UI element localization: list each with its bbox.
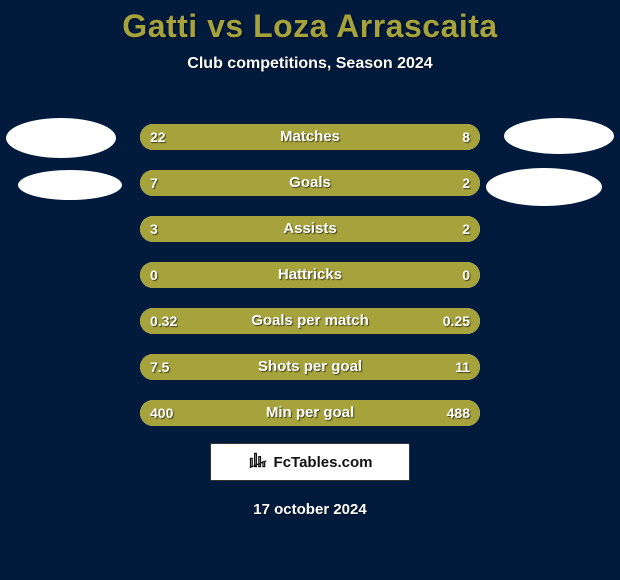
stat-label: Hattricks bbox=[140, 262, 480, 288]
stat-rows: 228Matches 72Goals 32Assists 00Hattricks 0.3… bbox=[140, 124, 480, 446]
date-text: 17 october 2024 bbox=[0, 501, 620, 518]
stat-row: 0.320.25Goals per match bbox=[140, 308, 480, 334]
stat-row: 72Goals bbox=[140, 170, 480, 196]
comparison-card: Gatti vs Loza Arrascaita Club competitio… bbox=[0, 0, 620, 580]
stat-row: 400488Min per goal bbox=[140, 400, 480, 426]
source-text: FcTables.com bbox=[274, 454, 373, 471]
stat-label: Min per goal bbox=[140, 400, 480, 426]
team-left-logo-2 bbox=[18, 170, 122, 200]
page-title: Gatti vs Loza Arrascaita bbox=[0, 0, 620, 45]
team-right-logo-1 bbox=[504, 118, 614, 154]
team-left-logo-1 bbox=[6, 118, 116, 158]
stat-label: Matches bbox=[140, 124, 480, 150]
team-right-logo-2 bbox=[486, 168, 602, 206]
stat-row: 00Hattricks bbox=[140, 262, 480, 288]
bar-chart-icon bbox=[248, 450, 268, 474]
stat-label: Goals bbox=[140, 170, 480, 196]
stat-label: Goals per match bbox=[140, 308, 480, 334]
stat-label: Shots per goal bbox=[140, 354, 480, 380]
source-badge: FcTables.com bbox=[210, 443, 410, 481]
stat-row: 32Assists bbox=[140, 216, 480, 242]
stat-row: 228Matches bbox=[140, 124, 480, 150]
stat-row: 7.511Shots per goal bbox=[140, 354, 480, 380]
subtitle: Club competitions, Season 2024 bbox=[0, 55, 620, 73]
stat-label: Assists bbox=[140, 216, 480, 242]
